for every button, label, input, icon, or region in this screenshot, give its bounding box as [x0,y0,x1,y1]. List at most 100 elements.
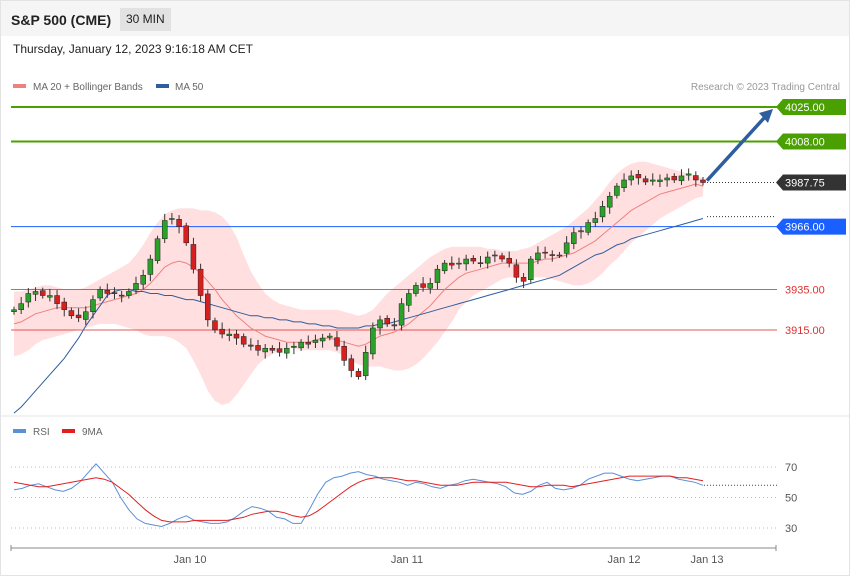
candle-body [233,333,240,339]
timeframe-badge[interactable]: 30 MIN [120,8,171,31]
candle-body [269,347,276,351]
candle-body [671,176,678,181]
instrument-title: S&P 500 (CME) [11,12,112,28]
candle-body [449,262,455,266]
candle-body [628,175,634,181]
candle-body [147,258,154,275]
candle-body [32,291,39,295]
candle-body [362,352,369,377]
candle-body [384,317,390,325]
x-tick-label: Jan 12 [607,554,640,566]
candle-body [642,178,649,183]
level-label-4008.00: 4008.00 [785,136,825,148]
candle-body [520,277,527,282]
chart-header: S&P 500 (CME) 30 MIN [1,1,849,36]
candle-body [212,320,218,331]
level-label-3915.00: 3915.00 [785,325,825,337]
candle-body [348,358,355,371]
candle-body [535,252,541,261]
candle-body [154,238,161,261]
copyright-note: Research © 2023 Trading Central [691,82,840,93]
candle-body [370,327,376,355]
candle-body [456,262,462,265]
candle-body [248,344,254,347]
candle-body [621,179,627,188]
candle-body [226,333,233,336]
forecast-arrow-head [759,109,773,123]
candle-body [133,283,139,291]
candle-body [463,258,469,265]
rsi-ma-line [13,475,704,523]
candle-body [126,291,132,296]
candle-body [161,220,168,240]
candle-body [700,179,706,183]
candle-body [592,218,599,223]
candle-body [391,324,398,327]
candle-body [11,309,17,313]
candle-body [571,232,577,244]
candle-body [140,275,146,285]
candle-body [47,295,53,298]
candle-body [190,244,197,270]
candle-body [341,345,347,361]
level-label-3966.00: 3966.00 [785,222,825,234]
candle-body [39,290,46,296]
candle-body [614,185,620,196]
rsi-legend-swatch [13,429,26,433]
rsi-line [13,463,704,528]
level-tag-4008.00 [776,133,846,150]
candle-body [513,264,520,278]
candle-body [305,341,312,345]
candle-body [528,258,534,280]
candle-body [334,337,340,347]
candle-body [398,303,405,326]
candle-body [477,262,484,264]
candle-body [197,268,204,296]
candle-body [441,262,448,272]
candle-body [240,336,247,345]
candle-body [90,299,96,313]
candle-body [420,283,426,288]
x-tick-label: Jan 13 [690,554,723,566]
x-axis: Jan 10 Jan 11 Jan 12 Jan 13 [10,545,777,566]
candle-body [327,335,333,338]
candle-body [484,256,491,264]
candle-body [291,345,297,348]
candle-body [18,303,24,310]
rsi-legend-label: RSI [33,427,50,438]
candle-body [693,175,699,181]
candle-body [183,225,189,244]
candle-body [111,292,118,294]
candle-body [118,294,125,297]
timestamp: Thursday, January 12, 2023 9:16:18 AM CE… [13,42,253,56]
forecast-arrow-shaft [705,115,767,182]
level-tag-4025.00 [776,99,846,115]
candle-body [492,254,498,257]
x-tick-label: Jan 10 [173,554,206,566]
candle-body [599,206,606,218]
candle-body [61,301,67,310]
level-label-3987.75: 3987.75 [785,178,825,190]
candle-body [97,289,103,299]
candle-body [664,177,670,181]
level-tag-3987.75 [776,174,846,191]
rsi-tick-70: 70 [785,462,797,474]
candle-body [635,174,642,179]
candle-body [312,339,319,343]
x-tick-label: Jan 11 [391,554,423,566]
candle-body [83,311,89,320]
candle-body [262,347,268,353]
candle-body [68,310,75,317]
candle-body [355,371,362,377]
candle-body [549,254,556,256]
ma50-legend-swatch [156,84,169,88]
candle-body [25,293,32,303]
candle-body [319,337,326,342]
candle-body [585,222,591,233]
candle-body [413,285,419,294]
candle-body [54,295,60,304]
candle-body [678,175,685,182]
ma20-legend-swatch [13,84,26,88]
rsi-ma-legend-swatch [62,429,75,433]
